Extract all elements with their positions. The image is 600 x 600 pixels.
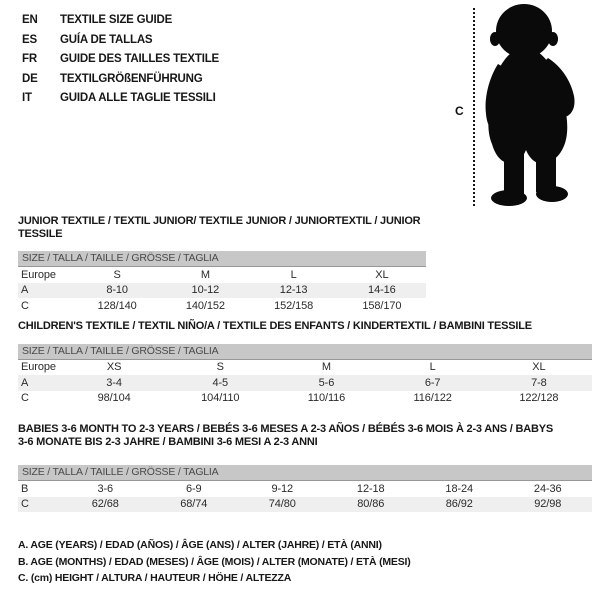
size-cell: 74/80 — [268, 498, 296, 511]
size-cell: 152/158 — [274, 299, 314, 312]
section-title: JUNIOR TEXTILE / TEXTIL JUNIOR/ TEXTILE … — [18, 215, 421, 240]
size-cell: 18-24 — [445, 482, 474, 495]
size-cell: 7-8 — [531, 376, 547, 389]
row-label: A — [21, 284, 29, 297]
size-cell: 86/92 — [445, 498, 473, 511]
height-dimension-label: C — [455, 104, 464, 118]
babies-size-table: B 3-6 6-9 9-12 12-18 18-24 24-36 C 62/68 68/74 74/… — [18, 481, 592, 512]
section-junior-textile: JUNIOR TEXTILE / TEXTIL JUNIOR/ TEXTILE … — [18, 215, 426, 314]
table-row: B 3-6 6-9 9-12 12-18 18-24 24-36 — [18, 481, 592, 497]
row-label: C — [21, 299, 29, 312]
size-cell: 104/110 — [201, 392, 240, 405]
section-children-textile: CHILDREN'S TEXTILE / TEXTIL NIÑO/A / TEX… — [18, 320, 592, 406]
size-cell: 14-16 — [368, 284, 396, 297]
size-cell: 12-13 — [279, 284, 308, 297]
language-row: IT GUIDA ALLE TAGLIE TESSILI — [22, 89, 219, 109]
size-cell: 62/68 — [91, 498, 119, 511]
guide-title: GUÍA DE TALLAS — [60, 33, 153, 46]
size-cell: 5-6 — [318, 376, 335, 389]
table-row: Europe XS S M L XL — [18, 360, 592, 376]
guide-title: GUIDA ALLE TAGLIE TESSILI — [60, 92, 216, 104]
guide-title: GUIDE DES TAILLES TEXTILE — [60, 53, 219, 65]
size-cell: 80/86 — [357, 498, 385, 511]
size-cell: 122/128 — [519, 392, 559, 405]
size-cell: 3-4 — [106, 376, 122, 389]
size-header-bar: SIZE / TALLA / TAILLE / GRÖSSE / TAGLIA — [18, 465, 592, 481]
section-title: CHILDREN'S TEXTILE / TEXTIL NIÑO/A / TEX… — [18, 320, 532, 332]
size-header-bar: SIZE / TALLA / TAILLE / GRÖSSE / TAGLIA — [18, 251, 426, 267]
language-code: DE — [22, 72, 38, 85]
guide-title: TEXTILE SIZE GUIDE — [60, 14, 173, 26]
size-cell: 128/140 — [97, 299, 137, 312]
note-age-months: B. AGE (MONTHS) / EDAD (MESES) / ÂGE (MO… — [18, 555, 411, 568]
size-cell: 8-10 — [106, 284, 128, 297]
language-code: IT — [22, 92, 32, 104]
size-cell: 158/170 — [362, 299, 402, 312]
size-cell: S — [113, 268, 121, 281]
row-label: C — [21, 498, 29, 511]
table-row: A 8-10 10-12 12-13 14-16 — [18, 282, 426, 298]
note-age-years: A. AGE (YEARS) / EDAD (AÑOS) / ÂGE (ANS)… — [18, 539, 382, 551]
language-row: EN TEXTILE SIZE GUIDE — [22, 11, 219, 31]
size-cell: L — [290, 268, 297, 281]
row-label: A — [21, 376, 29, 389]
size-cell: XL — [375, 268, 389, 281]
size-cell: L — [429, 361, 436, 374]
section-title: BABIES 3-6 MONTH TO 2-3 YEARS / BEBÉS 3-… — [18, 423, 553, 448]
table-row: Europe S M L XL — [18, 267, 426, 283]
toddler-silhouette-icon — [485, 4, 575, 206]
size-cell: M — [321, 361, 331, 374]
section-babies-textile: BABIES 3-6 MONTH TO 2-3 YEARS / BEBÉS 3-… — [18, 423, 592, 512]
size-cell: 6-7 — [424, 376, 441, 389]
language-code: EN — [22, 14, 38, 26]
size-cell: 3-6 — [97, 482, 114, 495]
table-row: C 62/68 68/74 74/80 80/86 86/92 92/98 — [18, 496, 592, 512]
size-cell: S — [216, 361, 224, 374]
size-cell: 116/122 — [413, 392, 452, 405]
size-cell: 6-9 — [185, 482, 202, 495]
language-row: FR GUIDE DES TAILLES TEXTILE — [22, 50, 219, 70]
size-cell: 9-12 — [271, 482, 294, 495]
size-cell: 98/104 — [97, 392, 131, 405]
language-code: FR — [22, 53, 37, 65]
junior-size-table: Europe S M L XL A 8-10 10-12 12-13 14-16 C 128/140 1… — [18, 267, 426, 314]
language-row: DE TEXTILGRÖßENFÜHRUNG — [22, 70, 219, 90]
row-label: Europe — [21, 361, 56, 374]
guide-title: TEXTILGRÖßENFÜHRUNG — [60, 72, 203, 85]
size-cell: XS — [106, 361, 122, 374]
table-row: A 3-4 4-5 5-6 6-7 7-8 — [18, 375, 592, 391]
language-code: ES — [22, 33, 37, 46]
size-cell: 4-5 — [212, 376, 229, 389]
language-title-list: EN TEXTILE SIZE GUIDE ES GUÍA DE TALLAS FR… — [22, 11, 219, 109]
size-cell: 92/98 — [534, 498, 562, 511]
size-cell: 140/152 — [185, 299, 225, 312]
children-size-table: Europe XS S M L XL A 3-4 4-5 5-6 6-7 7-8 C 98/104 104/… — [18, 360, 592, 407]
table-row: C 128/140 140/152 152/158 158/170 — [18, 298, 426, 314]
size-header-bar: SIZE / TALLA / TAILLE / GRÖSSE / TAGLIA — [18, 343, 592, 360]
language-row: ES GUÍA DE TALLAS — [22, 31, 219, 51]
height-dimension-line — [473, 8, 475, 206]
footnotes: A. AGE (YEARS) / EDAD (AÑOS) / ÂGE (ANS)… — [18, 537, 411, 587]
note-height-cm: C. (cm) HEIGHT / ALTURA / HAUTEUR / HÖHE… — [18, 572, 292, 584]
size-cell: 24-36 — [533, 482, 562, 495]
row-label: Europe — [21, 268, 56, 281]
size-cell: 110/116 — [307, 392, 346, 405]
table-row: C 98/104 104/110 110/116 116/122 122/128 — [18, 391, 592, 407]
row-label: C — [21, 392, 29, 405]
size-cell: 10-12 — [191, 284, 220, 297]
size-cell: XL — [532, 361, 546, 374]
size-cell: M — [200, 268, 210, 281]
size-cell: 68/74 — [180, 498, 208, 511]
size-cell: 12-18 — [356, 482, 385, 495]
row-label: B — [21, 482, 29, 495]
